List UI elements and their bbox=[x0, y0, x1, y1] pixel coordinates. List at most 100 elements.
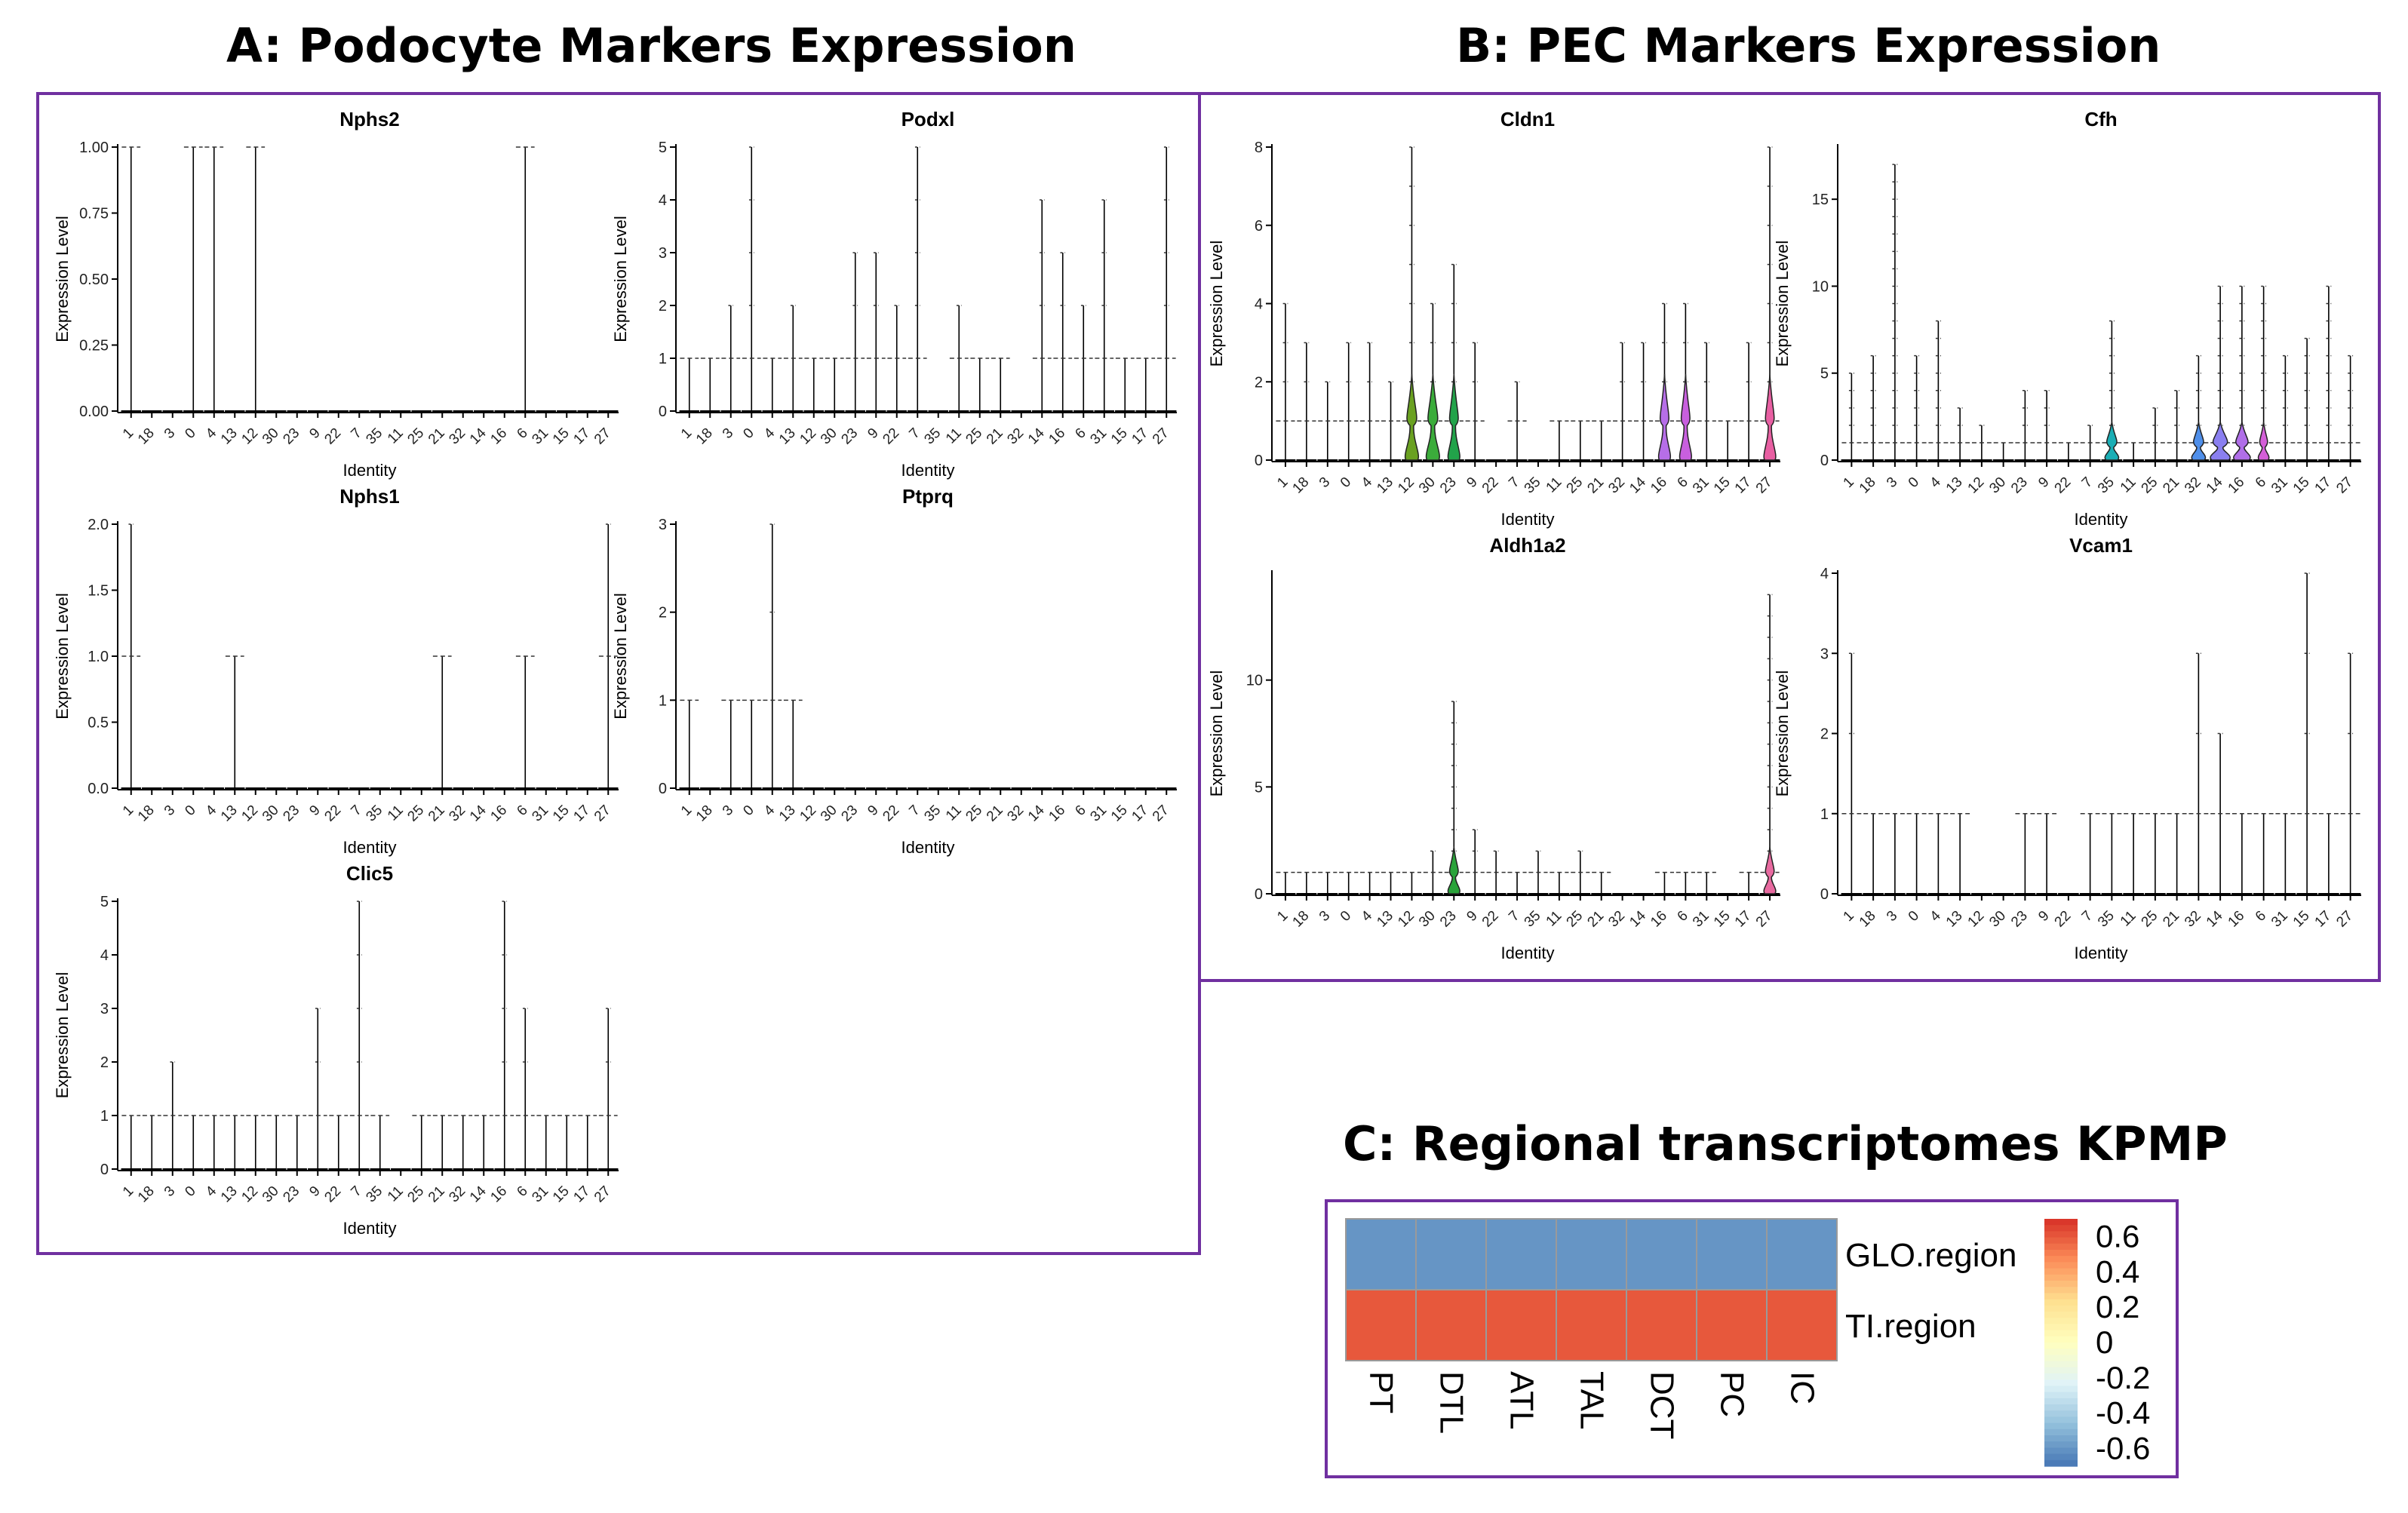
heatmap-col-label: DTL bbox=[1433, 1371, 1470, 1434]
colorbar-label: -0.2 bbox=[2096, 1360, 2150, 1395]
x-tick-label: 23 bbox=[1437, 908, 1460, 931]
x-tick-label: 17 bbox=[1129, 803, 1151, 825]
x-tick-label: 1 bbox=[1841, 908, 1857, 925]
x-tick-label: 12 bbox=[1965, 474, 1988, 497]
violin-cluster-6 bbox=[2257, 422, 2270, 461]
violin-cluster-16 bbox=[1657, 373, 1671, 461]
colorbar-band bbox=[2044, 1349, 2078, 1355]
y-axis-label: Expression Level bbox=[53, 216, 72, 342]
x-tick-label: 25 bbox=[2139, 908, 2161, 931]
x-axis-label: Identity bbox=[343, 461, 397, 480]
x-tick-label: 17 bbox=[2312, 908, 2335, 931]
y-tick-label: 0.00 bbox=[79, 404, 109, 420]
y-tick-label: 10 bbox=[1246, 673, 1263, 689]
colorbar-band bbox=[2044, 1459, 2078, 1467]
heatmap-cell bbox=[1626, 1218, 1697, 1290]
x-tick-label: 27 bbox=[1150, 425, 1172, 448]
colorbar-band bbox=[2044, 1416, 2078, 1424]
x-tick-label: 14 bbox=[1025, 802, 1048, 824]
y-tick-label: 15 bbox=[1812, 192, 1829, 208]
heatmap-cell bbox=[1485, 1218, 1557, 1290]
x-tick-label: 6 bbox=[514, 803, 530, 819]
heatmap-cell bbox=[1766, 1289, 1838, 1361]
y-axis-label: Expression Level bbox=[1773, 671, 1792, 797]
y-axis-label: Expression Level bbox=[611, 593, 630, 720]
x-tick-label: 11 bbox=[385, 803, 407, 824]
x-tick-label: 3 bbox=[1316, 908, 1333, 925]
x-tick-label: 25 bbox=[963, 803, 985, 825]
y-tick-label: 0 bbox=[1255, 453, 1263, 469]
x-tick-label: 14 bbox=[1025, 425, 1048, 447]
heatmap-cell bbox=[1556, 1218, 1627, 1290]
y-tick-label: 1.00 bbox=[79, 140, 109, 156]
x-tick-label: 31 bbox=[529, 425, 551, 448]
x-tick-label: 4 bbox=[1927, 474, 1945, 491]
x-tick-label: 1 bbox=[678, 803, 695, 819]
colorbar-band bbox=[2044, 1225, 2078, 1232]
x-axis-label: Identity bbox=[343, 838, 397, 857]
x-tick-label: 22 bbox=[321, 425, 344, 448]
x-tick-label: 35 bbox=[1522, 908, 1544, 931]
x-tick-label: 32 bbox=[1605, 474, 1628, 497]
regional-heatmap: GLO.region TI.region PT DTL ATL TAL DCT PC IC 0.6… bbox=[1345, 1218, 2150, 1467]
x-tick-label: 6 bbox=[1675, 474, 1691, 491]
x-tick-label: 21 bbox=[984, 425, 1006, 448]
x-tick-label: 9 bbox=[2035, 474, 2052, 491]
y-tick-label: 10 bbox=[1812, 278, 1829, 295]
x-tick-label: 12 bbox=[1395, 474, 1417, 497]
x-tick-label: 23 bbox=[1437, 474, 1460, 497]
x-tick-label: 13 bbox=[218, 1183, 241, 1206]
violin-cluster-12 bbox=[1404, 373, 1419, 461]
colorbar-band bbox=[2044, 1219, 2078, 1226]
x-tick-label: 35 bbox=[2095, 474, 2118, 497]
colorbar-band bbox=[2044, 1380, 2078, 1386]
x-tick-label: 4 bbox=[1359, 474, 1376, 491]
x-tick-label: 12 bbox=[238, 1183, 261, 1206]
x-tick-label: 31 bbox=[2268, 474, 2291, 497]
x-tick-label: 7 bbox=[2079, 908, 2096, 925]
violin-cluster-35 bbox=[2104, 422, 2120, 461]
colorbar-band bbox=[2044, 1287, 2078, 1294]
x-tick-label: 22 bbox=[880, 803, 902, 825]
colorbar-band bbox=[2044, 1453, 2078, 1461]
y-tick-label: 2 bbox=[659, 298, 667, 315]
colorbar-band bbox=[2044, 1293, 2078, 1300]
y-tick-label: 0 bbox=[659, 781, 667, 797]
colorbar-band bbox=[2044, 1330, 2078, 1337]
x-tick-label: 23 bbox=[838, 425, 861, 448]
x-tick-label: 15 bbox=[2290, 474, 2313, 497]
x-tick-label: 12 bbox=[797, 803, 819, 825]
x-tick-label: 3 bbox=[161, 803, 178, 819]
x-tick-label: 0 bbox=[182, 803, 198, 819]
colorbar-band bbox=[2044, 1392, 2078, 1399]
y-tick-label: 5 bbox=[1255, 779, 1263, 796]
x-tick-label: 7 bbox=[906, 425, 923, 442]
plot-title: Ptprq bbox=[902, 485, 954, 508]
x-tick-label: 3 bbox=[1884, 908, 1900, 925]
x-tick-label: 9 bbox=[306, 1183, 323, 1200]
colorbar-band bbox=[2044, 1343, 2078, 1349]
colorbar-band bbox=[2044, 1355, 2078, 1362]
x-tick-label: 17 bbox=[570, 1183, 593, 1206]
x-axis-label: Identity bbox=[1501, 944, 1555, 962]
colorbar-band bbox=[2044, 1373, 2078, 1380]
y-axis-label: Expression Level bbox=[611, 216, 630, 342]
x-tick-label: 16 bbox=[2225, 908, 2248, 931]
x-tick-label: 7 bbox=[348, 803, 364, 819]
x-tick-label: 31 bbox=[1690, 908, 1712, 931]
panel-b-title: B: PEC Markers Expression bbox=[1456, 18, 2161, 73]
x-tick-label: 32 bbox=[446, 425, 468, 448]
colorbar-label: -0.6 bbox=[2096, 1431, 2150, 1466]
colorbar-band bbox=[2044, 1422, 2078, 1430]
x-tick-label: 35 bbox=[921, 803, 944, 825]
x-tick-label: 18 bbox=[693, 803, 716, 825]
x-tick-label: 23 bbox=[2008, 474, 2031, 497]
x-tick-label: 18 bbox=[1290, 908, 1313, 931]
x-tick-label: 13 bbox=[218, 425, 241, 448]
x-tick-label: 17 bbox=[1732, 474, 1755, 497]
y-tick-label: 8 bbox=[1255, 140, 1263, 156]
x-tick-label: 21 bbox=[425, 803, 448, 825]
violin-cluster-23 bbox=[1447, 373, 1460, 461]
